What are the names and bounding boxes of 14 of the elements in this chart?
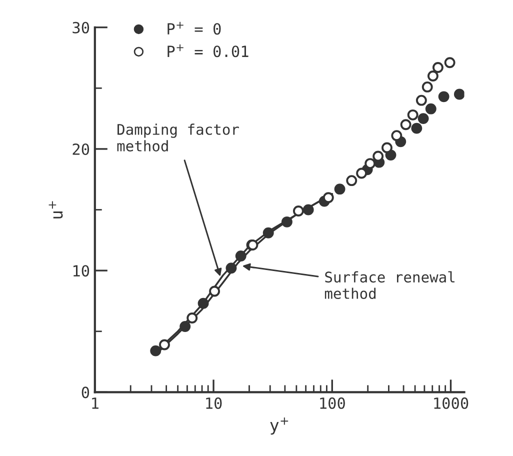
annotation: Damping factor method	[117, 124, 239, 152]
x-tick-label: 1000	[434, 397, 468, 409]
x-tick-label: 100	[320, 397, 345, 409]
y-tick-label: 10	[73, 265, 90, 277]
x-tick-label: 10	[206, 397, 222, 409]
x-tick-label: 1	[92, 398, 98, 409]
x-axis-title: y$^{+}$	[270, 417, 288, 435]
y-tick-label: 0	[82, 386, 90, 398]
y-axis-title: u$^{+}$	[48, 201, 63, 218]
y-tick-label: 20	[72, 143, 90, 156]
annotation: Surface renewal method	[324, 271, 454, 300]
y-tick-label: 30	[72, 22, 90, 34]
legend-label: P$^{+}$ = 0.01	[168, 44, 248, 58]
legend-label: P$^{+}$ = 0	[168, 22, 221, 35]
